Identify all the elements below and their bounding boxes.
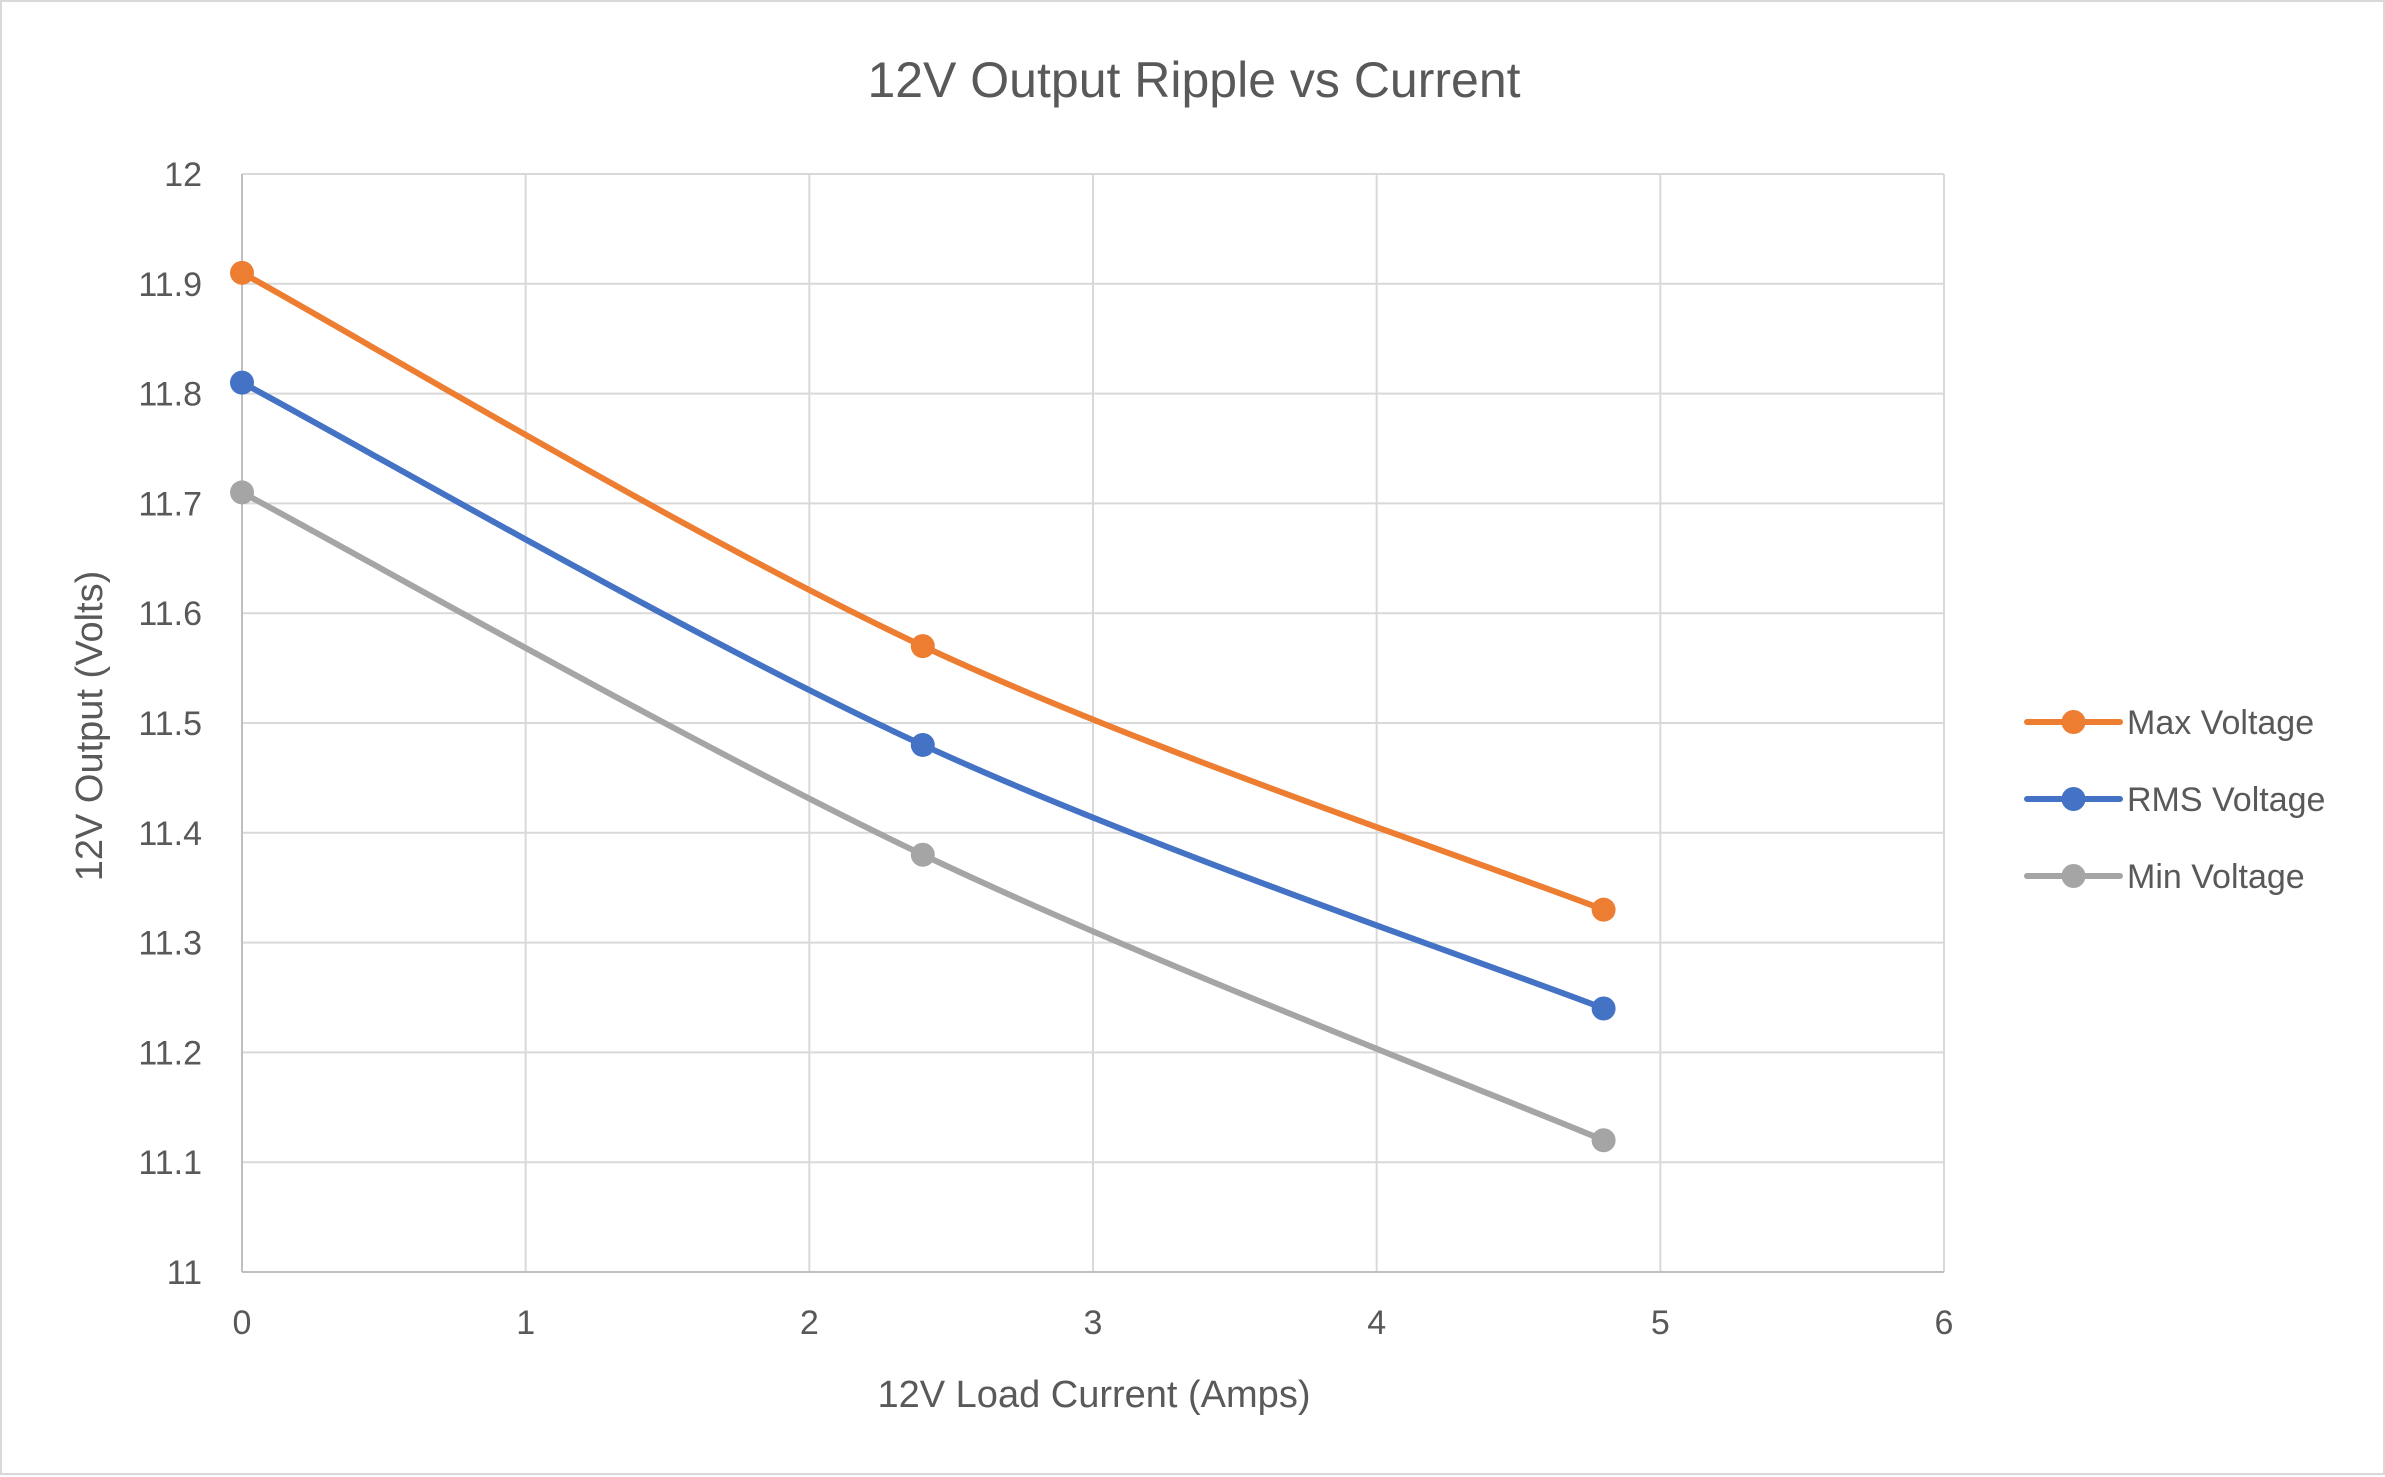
- legend-item-max-voltage: Max Voltage: [2024, 704, 2314, 742]
- x-tick-label: 2: [800, 1304, 819, 1342]
- y-tick-label: 11.5: [138, 705, 202, 743]
- axes: 1111.111.211.311.411.511.611.711.811.912…: [138, 156, 1953, 1342]
- series-layer: [230, 260, 1616, 1153]
- data-point-max-voltage: [230, 260, 254, 285]
- data-point-max-voltage: [910, 634, 935, 659]
- legend-label: Max Voltage: [2127, 704, 2314, 742]
- x-tick-label: 1: [516, 1304, 535, 1342]
- gridlines: [241, 173, 1945, 1273]
- data-point-rms-voltage: [910, 732, 935, 757]
- x-axis-title: 12V Load Current (Amps): [878, 1374, 1311, 1416]
- y-tick-label: 11: [167, 1254, 202, 1292]
- y-tick-label: 11.1: [138, 1144, 202, 1182]
- legend-label: Min Voltage: [2127, 858, 2305, 896]
- x-tick-label: 0: [233, 1304, 252, 1342]
- series-line-min-voltage: [239, 489, 1607, 1144]
- data-point-min-voltage: [1591, 1128, 1616, 1153]
- legend-item-min-voltage: Min Voltage: [2024, 858, 2305, 896]
- series-line-max-voltage: [239, 269, 1607, 913]
- x-tick-label: 6: [1935, 1304, 1954, 1342]
- chart-title: 12V Output Ripple vs Current: [867, 52, 1520, 108]
- y-axis-title: 12V Output (Volts): [69, 571, 111, 882]
- series-max-voltage: [230, 260, 1616, 922]
- legend: Max Voltage RMS Voltage Min Voltage: [2024, 704, 2325, 896]
- legend-swatch-marker: [2061, 710, 2086, 734]
- x-tick-label: 5: [1651, 1304, 1670, 1342]
- series-rms-voltage: [230, 370, 1616, 1021]
- y-tick-label: 11.2: [138, 1034, 202, 1072]
- data-point-rms-voltage: [230, 370, 254, 395]
- series-line-rms-voltage: [239, 379, 1607, 1012]
- data-point-min-voltage: [910, 842, 935, 867]
- series-min-voltage: [230, 480, 1616, 1153]
- y-tick-label: 11.7: [138, 485, 202, 523]
- x-tick-label: 4: [1367, 1304, 1386, 1342]
- y-tick-label: 11.3: [138, 925, 202, 963]
- legend-label: RMS Voltage: [2127, 781, 2325, 819]
- y-tick-label: 12: [164, 156, 202, 194]
- y-tick-label: 11.6: [138, 595, 202, 633]
- data-point-min-voltage: [230, 480, 254, 505]
- x-tick-label: 3: [1084, 1304, 1103, 1342]
- legend-swatch-marker: [2061, 787, 2086, 811]
- legend-swatch-marker: [2061, 864, 2086, 888]
- legend-item-rms-voltage: RMS Voltage: [2024, 781, 2325, 819]
- y-tick-label: 11.4: [138, 815, 202, 853]
- y-tick-label: 11.9: [138, 266, 202, 304]
- data-point-max-voltage: [1591, 897, 1616, 922]
- data-point-rms-voltage: [1591, 996, 1616, 1021]
- y-tick-label: 11.8: [138, 376, 202, 414]
